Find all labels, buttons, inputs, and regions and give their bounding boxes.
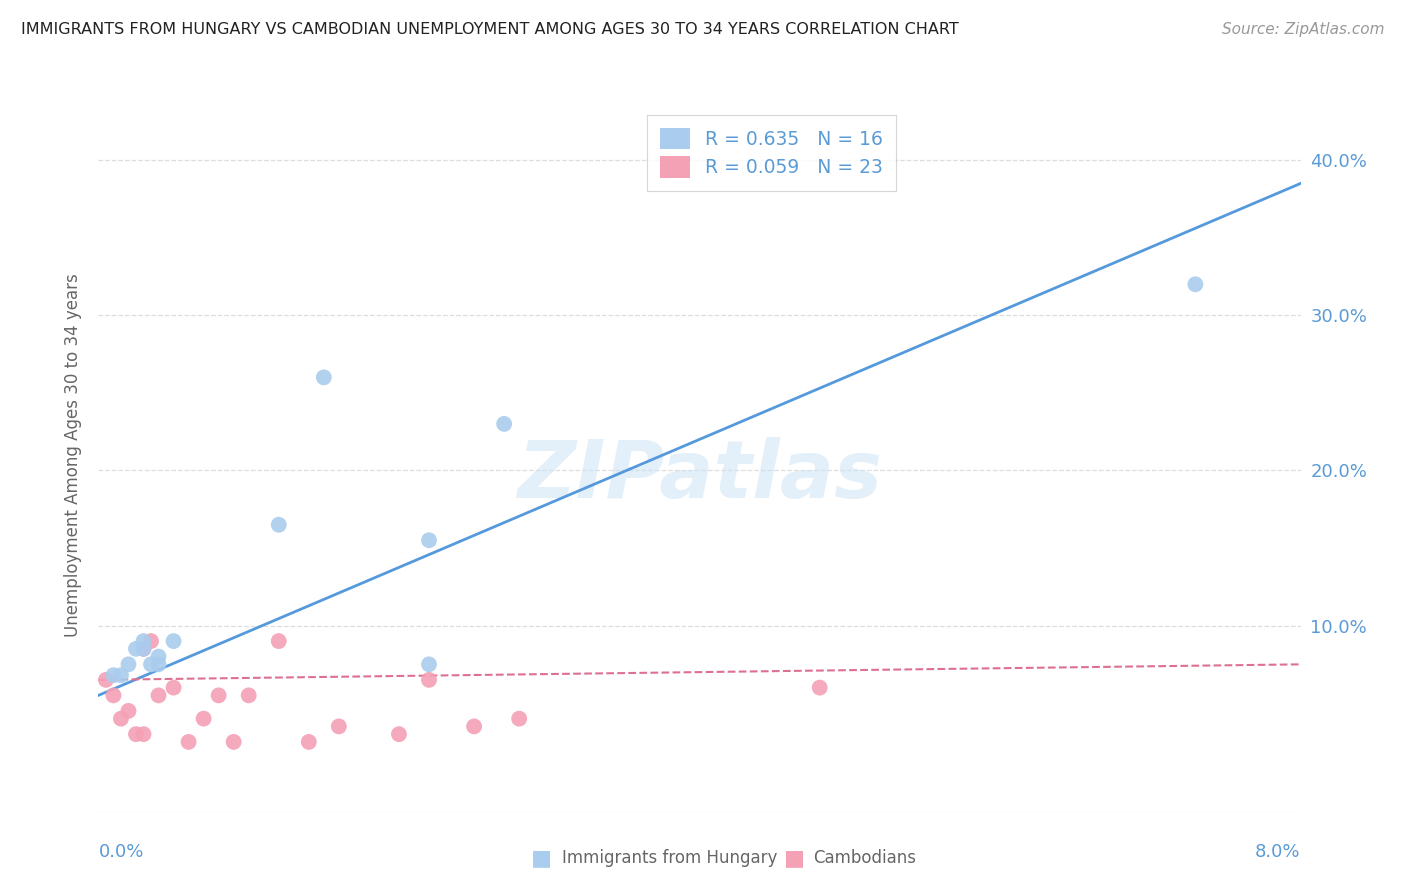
Text: Cambodians: Cambodians	[813, 849, 915, 867]
Point	[208, 689, 231, 703]
Point	[162, 634, 184, 648]
Legend: R = 0.635   N = 16, R = 0.059   N = 23: R = 0.635 N = 16, R = 0.059 N = 23	[647, 115, 896, 191]
Point	[508, 712, 530, 726]
Point	[418, 673, 440, 687]
Point	[132, 727, 155, 741]
Point	[162, 681, 184, 695]
Text: ZIPatlas: ZIPatlas	[517, 437, 882, 516]
Point	[103, 668, 125, 682]
Text: IMMIGRANTS FROM HUNGARY VS CAMBODIAN UNEMPLOYMENT AMONG AGES 30 TO 34 YEARS CORR: IMMIGRANTS FROM HUNGARY VS CAMBODIAN UNE…	[21, 22, 959, 37]
Point	[418, 657, 440, 672]
Text: Immigrants from Hungary: Immigrants from Hungary	[562, 849, 778, 867]
Y-axis label: Unemployment Among Ages 30 to 34 years: Unemployment Among Ages 30 to 34 years	[63, 273, 82, 637]
Point	[148, 657, 170, 672]
Point	[94, 673, 117, 687]
Text: ■: ■	[785, 848, 804, 868]
Point	[222, 735, 245, 749]
Point	[312, 370, 335, 384]
Text: Source: ZipAtlas.com: Source: ZipAtlas.com	[1222, 22, 1385, 37]
Point	[193, 712, 215, 726]
Point	[110, 668, 132, 682]
Text: 0.0%: 0.0%	[98, 843, 143, 861]
Point	[125, 641, 148, 656]
Point	[139, 657, 162, 672]
Point	[267, 517, 290, 532]
Point	[494, 417, 516, 431]
Point	[132, 641, 155, 656]
Text: ■: ■	[531, 848, 551, 868]
Point	[132, 634, 155, 648]
Text: 8.0%: 8.0%	[1256, 843, 1301, 861]
Point	[267, 634, 290, 648]
Point	[328, 719, 350, 733]
Point	[238, 689, 260, 703]
Point	[1184, 277, 1206, 292]
Point	[125, 727, 148, 741]
Point	[132, 641, 155, 656]
Point	[418, 533, 440, 548]
Point	[177, 735, 200, 749]
Point	[117, 704, 139, 718]
Point	[148, 649, 170, 664]
Point	[103, 689, 125, 703]
Point	[298, 735, 321, 749]
Point	[110, 712, 132, 726]
Point	[463, 719, 485, 733]
Point	[808, 681, 831, 695]
Point	[148, 689, 170, 703]
Point	[117, 657, 139, 672]
Point	[139, 634, 162, 648]
Point	[388, 727, 411, 741]
